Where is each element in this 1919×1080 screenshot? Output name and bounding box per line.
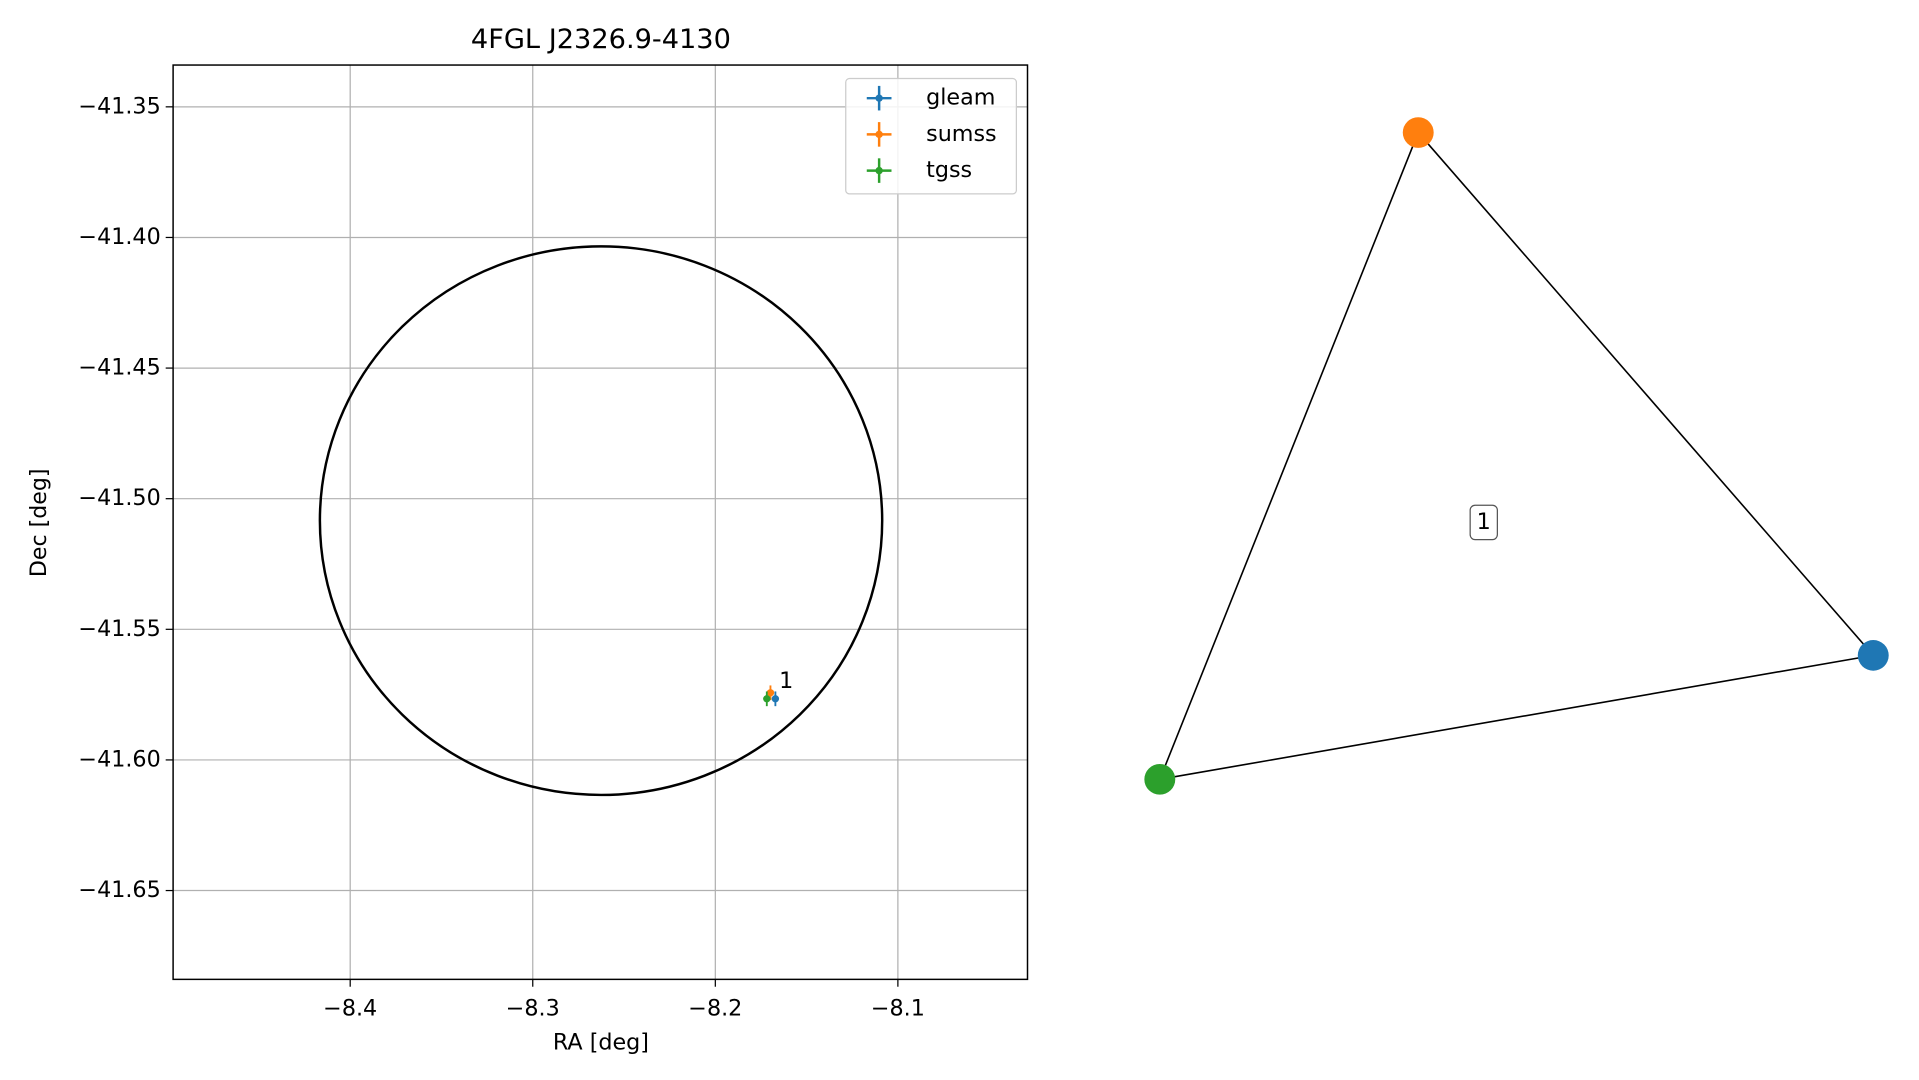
legend-label: gleam	[926, 85, 995, 111]
y-axis-label: Dec [deg]	[26, 469, 52, 578]
y-tick-label: −41.35	[78, 93, 160, 119]
node	[1144, 763, 1176, 795]
x-tick-label: −8.3	[506, 995, 560, 1021]
point	[763, 695, 771, 703]
cluster-label: 1	[1477, 509, 1491, 535]
node	[1857, 640, 1889, 671]
legend-label: tgss	[926, 157, 972, 183]
legend-label: sumss	[926, 121, 997, 147]
annotation: 1	[779, 668, 793, 694]
y-tick-label: −41.50	[78, 485, 160, 511]
y-tick-label: −41.40	[78, 224, 160, 250]
point	[766, 689, 775, 697]
point	[771, 695, 780, 703]
edge	[1417, 132, 1874, 656]
y-tick-label: −41.45	[78, 355, 160, 381]
legend-box	[845, 77, 1017, 195]
edge	[1159, 132, 1419, 780]
y-tick-label: −41.55	[78, 616, 160, 642]
edge	[1159, 654, 1874, 781]
error-circle	[318, 245, 884, 797]
cluster-box	[1469, 504, 1498, 541]
legend-marker	[875, 94, 883, 102]
axes-frame	[172, 64, 1029, 981]
legend-marker	[875, 166, 883, 175]
chart-title: 4FGL J2326.9-4130	[471, 24, 731, 55]
x-axis-label: RA [deg]	[553, 1030, 649, 1056]
legend-marker	[875, 130, 883, 139]
y-tick-label: −41.65	[78, 877, 160, 903]
x-tick-label: −8.1	[871, 995, 925, 1021]
y-tick-label: −41.60	[78, 746, 160, 772]
node	[1402, 117, 1434, 148]
x-tick-label: −8.2	[688, 995, 742, 1021]
x-tick-label: −8.4	[323, 995, 377, 1021]
